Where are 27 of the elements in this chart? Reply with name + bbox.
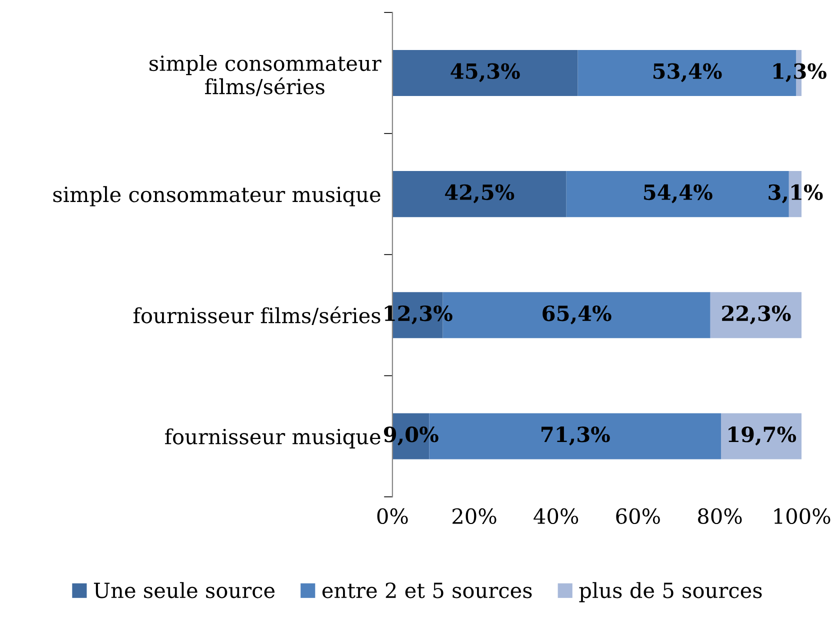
x-tick-label: 100% xyxy=(774,508,830,524)
data-label: 1,3% xyxy=(773,63,826,82)
y-tick-label: fournisseur musique xyxy=(165,428,380,448)
x-tick-label: 0% xyxy=(377,508,408,524)
bar xyxy=(710,292,802,338)
data-label: 3,1% xyxy=(768,184,823,204)
data-label: 22,3% xyxy=(722,305,791,324)
data-label: 54,4% xyxy=(644,184,712,204)
legend-label: Une seule source xyxy=(94,582,275,598)
x-tick-label: 20% xyxy=(452,508,496,524)
data-label: 45,3% xyxy=(450,63,520,82)
data-label: 65,4% xyxy=(542,305,612,324)
x-tick-label: 40% xyxy=(534,508,578,524)
y-tick-label: simple consommateur films/séries xyxy=(150,54,382,96)
data-label: 42,5% xyxy=(444,184,514,204)
y-tick-label: simple consommateur musique xyxy=(53,186,380,206)
data-label: 53,4% xyxy=(653,63,722,82)
legend-label: plus de 5 sources xyxy=(579,582,762,602)
data-label: 71,3% xyxy=(542,426,610,446)
x-tick-label: 80% xyxy=(698,508,742,524)
data-label: 19,7% xyxy=(728,426,796,446)
bar xyxy=(720,413,802,460)
y-tick-label: fournisseur films/séries xyxy=(134,306,380,326)
x-tick-label: 60% xyxy=(616,508,660,524)
legend-label: entre 2 et 5 sources xyxy=(322,582,532,598)
bar xyxy=(392,50,578,96)
bar xyxy=(392,171,566,218)
